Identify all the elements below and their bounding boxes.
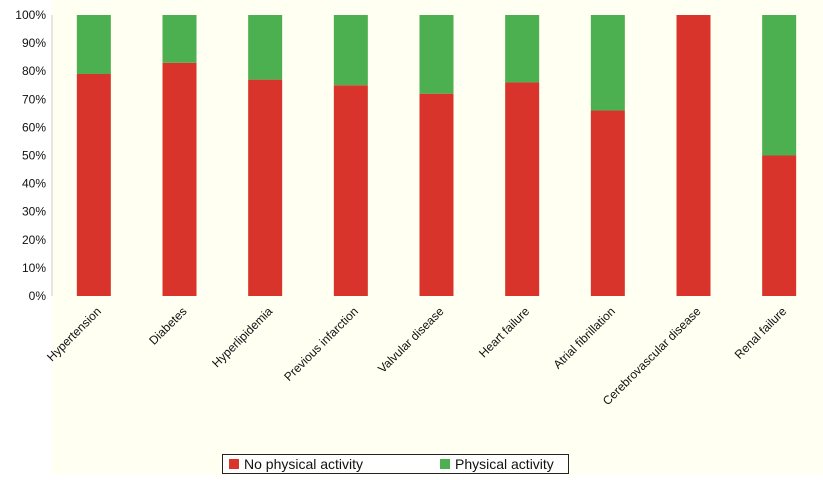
y-tick-label: 60% — [22, 120, 46, 134]
bar-segment-physical-activity — [248, 15, 283, 80]
y-tick-label: 50% — [22, 149, 46, 163]
bar-segment-no-physical-activity — [505, 82, 540, 296]
y-tick-label: 100% — [15, 8, 46, 22]
legend-swatch-no-physical-activity — [229, 459, 239, 469]
legend: No physical activity Physical activity — [222, 454, 569, 474]
y-axis-ticks: 0% 10% 20% 30% 40% 50% 60% 70% 80% 90% 100% — [15, 8, 46, 303]
y-tick-label: 40% — [22, 177, 46, 191]
bar-segment-no-physical-activity — [248, 79, 283, 296]
legend-item-physical-activity: Physical activity — [436, 456, 554, 472]
bar-segment-no-physical-activity — [762, 155, 797, 296]
bar-segment-no-physical-activity — [676, 15, 711, 296]
y-tick-label: 90% — [22, 36, 46, 50]
bar-segment-physical-activity — [76, 15, 111, 75]
bar-segment-no-physical-activity — [333, 85, 368, 296]
bar-segment-physical-activity — [419, 15, 454, 94]
legend-swatch-physical-activity — [440, 459, 450, 469]
bar-segment-no-physical-activity — [76, 74, 111, 296]
legend-label-no-physical-activity: No physical activity — [244, 456, 364, 472]
y-tick-label: 80% — [22, 64, 46, 78]
bars — [76, 15, 797, 297]
bar-segment-physical-activity — [590, 15, 625, 111]
bar-segment-physical-activity — [333, 15, 368, 86]
y-tick-label: 0% — [29, 289, 47, 303]
bar-segment-no-physical-activity — [590, 110, 625, 296]
bar-segment-physical-activity — [762, 15, 797, 156]
bar-segment-no-physical-activity — [419, 93, 454, 297]
y-tick-label: 20% — [22, 233, 46, 247]
y-tick-label: 10% — [22, 261, 46, 275]
y-tick-label: 70% — [22, 92, 46, 106]
bar-segment-no-physical-activity — [162, 62, 197, 296]
legend-label-physical-activity: Physical activity — [455, 456, 554, 472]
legend-item-no-physical-activity: No physical activity — [225, 456, 363, 472]
y-tick-label: 30% — [22, 205, 46, 219]
bar-segment-physical-activity — [162, 15, 197, 63]
bar-segment-physical-activity — [505, 15, 540, 83]
